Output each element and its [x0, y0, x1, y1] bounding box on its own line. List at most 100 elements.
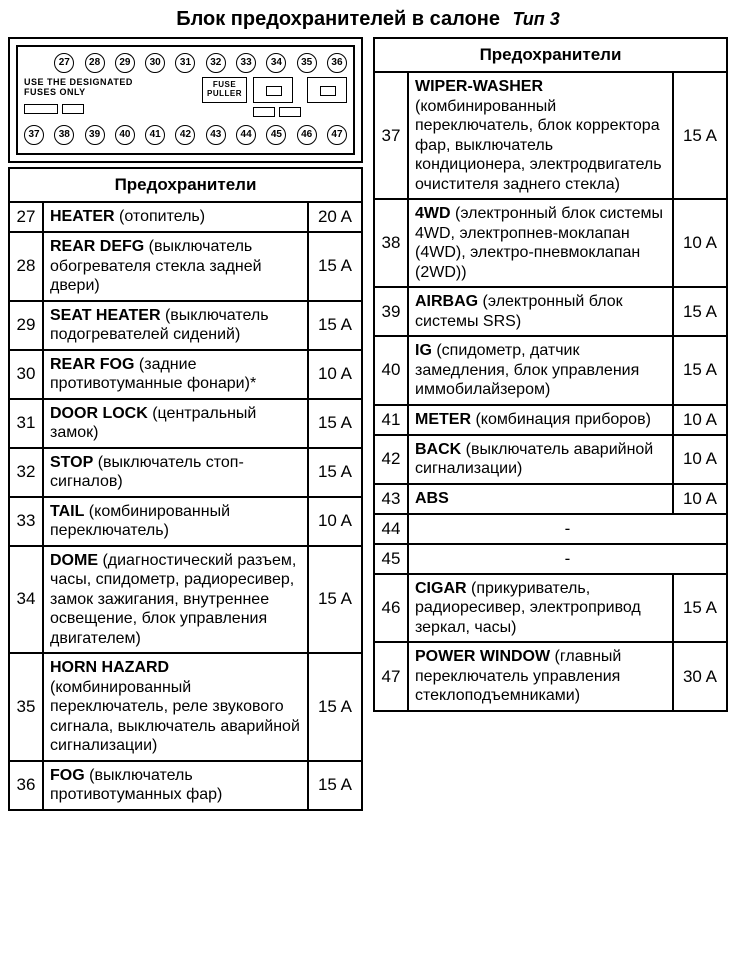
table-row: 34DOME (диагностический разъем, часы, сп… [9, 546, 362, 654]
fuse-number: 39 [374, 287, 408, 336]
fuse-slot [279, 107, 301, 117]
left-column: 27282930313233343536 USE THE DESIGNATED … [8, 37, 363, 811]
table-row: 29SEAT HEATER (выключатель подогревателе… [9, 301, 362, 350]
fuse-circle: 46 [297, 125, 317, 145]
fuse-puller-label: FUSE PULLER [202, 77, 247, 103]
table-row: 35HORN HAZARD (комбинированный переключа… [9, 653, 362, 761]
fuse-amperage: 15 A [308, 232, 362, 301]
fuse-description: FOG (выключатель противотуманных фар) [43, 761, 308, 810]
fuse-amperage: 15 A [308, 546, 362, 654]
fuse-name: HORN HAZARD [50, 659, 169, 676]
fuse-description: CIGAR (прикуриватель, радиоресивер, элек… [408, 574, 673, 643]
fuse-circle: 40 [115, 125, 135, 145]
fuse-slot [62, 104, 84, 114]
fuse-table-left: Предохранители 27HEATER (отопитель)20 A2… [8, 167, 363, 811]
fuse-circle: 39 [85, 125, 105, 145]
fuse-description: SEAT HEATER (выключатель подогревателей … [43, 301, 308, 350]
fuse-number: 41 [374, 405, 408, 435]
puller-l1: FUSE [213, 80, 236, 89]
fuse-description: REAR DEFG (выключатель обогревателя стек… [43, 232, 308, 301]
fuse-description: POWER WINDOW (главный переключатель упра… [408, 642, 673, 711]
fuse-number: 37 [374, 72, 408, 199]
fuse-number: 36 [9, 761, 43, 810]
fuse-table-right: Предохранители 37WIPER-WASHER (комбиниро… [373, 37, 728, 712]
table-row: 47POWER WINDOW (главный переключатель уп… [374, 642, 727, 711]
fuse-name: ABS [415, 490, 449, 507]
table-header: Предохранители [9, 168, 362, 202]
fuse-amperage: 15 A [673, 336, 727, 405]
fuse-number: 42 [374, 435, 408, 484]
fuse-circle: 38 [54, 125, 74, 145]
table-row: 41METER (комбинация приборов)10 A [374, 405, 727, 435]
fuse-circle: 33 [236, 53, 256, 73]
table-row: 45- [374, 544, 727, 574]
content-columns: 27282930313233343536 USE THE DESIGNATED … [8, 37, 728, 811]
fuse-circle: 32 [206, 53, 226, 73]
fuse-name: STOP [50, 454, 93, 471]
fuse-name: IG [415, 342, 432, 359]
fuse-circle: 47 [327, 125, 347, 145]
fuse-name: HEATER [50, 208, 115, 225]
table-row: 39AIRBAG (электронный блок системы SRS)1… [374, 287, 727, 336]
table-row: 384WD (электронный блок системы 4WD, эле… [374, 199, 727, 287]
fuse-number: 35 [9, 653, 43, 761]
fuse-amperage: 15 A [308, 761, 362, 810]
fuse-circle: 41 [145, 125, 165, 145]
fuse-description: HORN HAZARD (комбинированный переключате… [43, 653, 308, 761]
table-header: Предохранители [374, 38, 727, 72]
fuse-amperage: 15 A [673, 574, 727, 643]
fuse-amperage: 10 A [673, 405, 727, 435]
fuse-amperage: 20 A [308, 202, 362, 232]
fuse-number: 34 [9, 546, 43, 654]
fuse-description: DOME (диагностический разъем, часы, спид… [43, 546, 308, 654]
fuse-circle: 43 [206, 125, 226, 145]
fuse-name: POWER WINDOW [415, 648, 550, 665]
fuse-description: HEATER (отопитель) [43, 202, 308, 232]
fuse-number: 33 [9, 497, 43, 546]
fuse-amperage: 10 A [673, 484, 727, 514]
fuse-bottom-row: 3738394041424344454647 [24, 125, 347, 145]
fuse-circle: 30 [145, 53, 165, 73]
fuse-top-row: 27282930313233343536 [24, 53, 347, 73]
fuse-name: TAIL [50, 503, 84, 520]
fuse-description: METER (комбинация приборов) [408, 405, 673, 435]
table-row: 40IG (спидометр, датчик замедления, блок… [374, 336, 727, 405]
fuse-name: AIRBAG [415, 293, 478, 310]
fuse-amperage: 15 A [308, 301, 362, 350]
fuse-circle: 42 [175, 125, 195, 145]
fuse-amperage: 10 A [308, 497, 362, 546]
fuse-name: DOME [50, 552, 98, 569]
fuse-number: 28 [9, 232, 43, 301]
table-row: 44- [374, 514, 727, 544]
fuse-number: 46 [374, 574, 408, 643]
fuse-name: DOOR LOCK [50, 405, 148, 422]
fuse-description: ABS [408, 484, 673, 514]
fuse-name: REAR FOG [50, 356, 134, 373]
fuse-circle: 36 [327, 53, 347, 73]
fuse-number: 32 [9, 448, 43, 497]
fuse-amperage: 15 A [673, 287, 727, 336]
fuse-circle: 29 [115, 53, 135, 73]
fuse-number: 45 [374, 544, 408, 574]
table-row: 27HEATER (отопитель)20 A [9, 202, 362, 232]
fuse-slot [24, 104, 58, 114]
fusebox-inner: 27282930313233343536 USE THE DESIGNATED … [16, 45, 355, 155]
page-title-row: Блок предохранителей в салоне Тип 3 [8, 8, 728, 31]
fusebox-label-l1: USE THE DESIGNATED [24, 77, 133, 87]
fuse-amperage: 10 A [673, 435, 727, 484]
fuse-circle: 45 [266, 125, 286, 145]
fusebox-diagram: 27282930313233343536 USE THE DESIGNATED … [8, 37, 363, 163]
fuse-description: 4WD (электронный блок системы 4WD, элект… [408, 199, 673, 287]
fuse-name: REAR DEFG [50, 238, 144, 255]
table-row: 42BACK (выключатель аварийной сигнализац… [374, 435, 727, 484]
fuse-number: 47 [374, 642, 408, 711]
fuse-slot [253, 107, 275, 117]
fuse-amperage: 15 A [308, 653, 362, 761]
table-row: 33TAIL (комбинированный переключатель)10… [9, 497, 362, 546]
table-row: 46CIGAR (прикуриватель, радиоресивер, эл… [374, 574, 727, 643]
fusebox-label: USE THE DESIGNATED FUSES ONLY [24, 77, 196, 118]
fuse-amperage: 10 A [308, 350, 362, 399]
fuse-description: REAR FOG (задние противотуманные фонари)… [43, 350, 308, 399]
fuse-description: AIRBAG (электронный блок системы SRS) [408, 287, 673, 336]
fuse-name: WIPER-WASHER [415, 78, 543, 95]
